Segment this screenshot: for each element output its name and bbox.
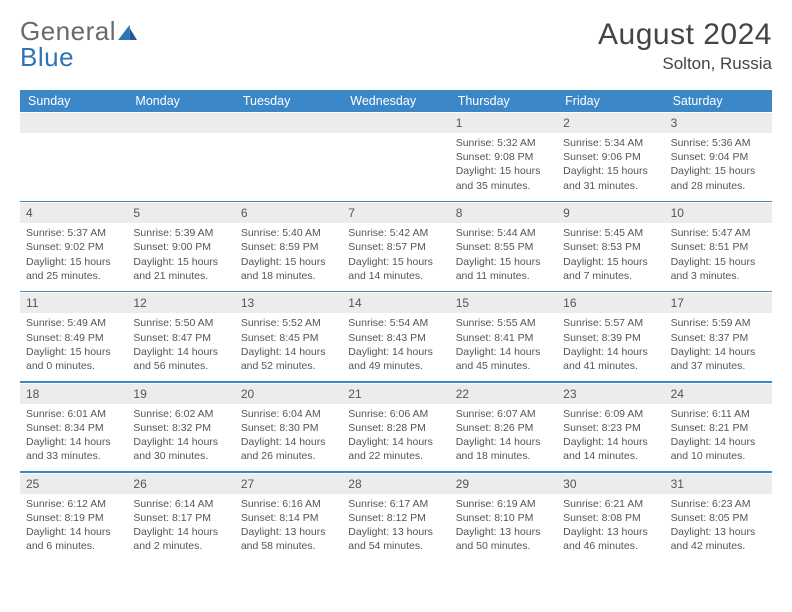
day-number [342,112,449,133]
day-cell: Sunrise: 5:39 AMSunset: 9:00 PMDaylight:… [127,223,234,291]
day-number: 25 [20,473,127,494]
weekday-header: Wednesday [342,90,449,112]
weekday-header: Thursday [450,90,557,112]
day-number: 13 [235,292,342,313]
day-number: 29 [450,473,557,494]
day-cell [20,133,127,201]
day-number: 23 [557,383,664,404]
logo-triangle-icon [118,18,138,44]
day-cell: Sunrise: 5:44 AMSunset: 8:55 PMDaylight:… [450,223,557,291]
day-cell [235,133,342,201]
day-cell: Sunrise: 5:47 AMSunset: 8:51 PMDaylight:… [665,223,772,291]
day-number: 8 [450,202,557,223]
logo-general-text: General [20,18,116,44]
day-cell: Sunrise: 6:19 AMSunset: 8:10 PMDaylight:… [450,494,557,562]
day-cell: Sunrise: 6:23 AMSunset: 8:05 PMDaylight:… [665,494,772,562]
day-cell: Sunrise: 6:16 AMSunset: 8:14 PMDaylight:… [235,494,342,562]
day-cell: Sunrise: 5:37 AMSunset: 9:02 PMDaylight:… [20,223,127,291]
weekday-header: Monday [127,90,234,112]
day-cell: Sunrise: 6:12 AMSunset: 8:19 PMDaylight:… [20,494,127,562]
day-number: 22 [450,383,557,404]
day-number: 7 [342,202,449,223]
day-cell: Sunrise: 5:40 AMSunset: 8:59 PMDaylight:… [235,223,342,291]
day-number: 26 [127,473,234,494]
day-cell: Sunrise: 5:49 AMSunset: 8:49 PMDaylight:… [20,313,127,381]
day-cell: Sunrise: 5:36 AMSunset: 9:04 PMDaylight:… [665,133,772,201]
logo: GeneralBlue [20,18,139,70]
day-cell: Sunrise: 5:55 AMSunset: 8:41 PMDaylight:… [450,313,557,381]
weekday-header: Sunday [20,90,127,112]
day-number: 18 [20,383,127,404]
day-cell: Sunrise: 6:09 AMSunset: 8:23 PMDaylight:… [557,404,664,472]
day-number: 1 [450,112,557,133]
weekday-header: Saturday [665,90,772,112]
day-number: 24 [665,383,772,404]
day-cell: Sunrise: 5:50 AMSunset: 8:47 PMDaylight:… [127,313,234,381]
day-cell [342,133,449,201]
day-cell: Sunrise: 6:06 AMSunset: 8:28 PMDaylight:… [342,404,449,472]
calendar-grid: SundayMondayTuesdayWednesdayThursdayFrid… [20,90,772,561]
day-cell: Sunrise: 5:42 AMSunset: 8:57 PMDaylight:… [342,223,449,291]
day-cell: Sunrise: 6:11 AMSunset: 8:21 PMDaylight:… [665,404,772,472]
day-cell: Sunrise: 6:14 AMSunset: 8:17 PMDaylight:… [127,494,234,562]
day-number: 9 [557,202,664,223]
day-number: 20 [235,383,342,404]
day-number [235,112,342,133]
month-title: August 2024 [598,18,772,52]
logo-blue-text: Blue [20,42,74,72]
day-cell: Sunrise: 6:02 AMSunset: 8:32 PMDaylight:… [127,404,234,472]
day-number: 27 [235,473,342,494]
day-cell: Sunrise: 5:34 AMSunset: 9:06 PMDaylight:… [557,133,664,201]
day-number: 11 [20,292,127,313]
day-number: 6 [235,202,342,223]
day-number: 14 [342,292,449,313]
weekday-header: Friday [557,90,664,112]
day-number: 2 [557,112,664,133]
day-number: 12 [127,292,234,313]
day-cell: Sunrise: 5:59 AMSunset: 8:37 PMDaylight:… [665,313,772,381]
day-cell: Sunrise: 6:21 AMSunset: 8:08 PMDaylight:… [557,494,664,562]
day-number: 4 [20,202,127,223]
day-number: 10 [665,202,772,223]
day-number: 15 [450,292,557,313]
day-number: 31 [665,473,772,494]
day-cell: Sunrise: 5:45 AMSunset: 8:53 PMDaylight:… [557,223,664,291]
day-number: 19 [127,383,234,404]
day-number: 21 [342,383,449,404]
day-number: 28 [342,473,449,494]
day-number: 30 [557,473,664,494]
day-cell: Sunrise: 5:54 AMSunset: 8:43 PMDaylight:… [342,313,449,381]
day-cell: Sunrise: 5:32 AMSunset: 9:08 PMDaylight:… [450,133,557,201]
day-cell: Sunrise: 5:57 AMSunset: 8:39 PMDaylight:… [557,313,664,381]
day-number: 16 [557,292,664,313]
day-cell: Sunrise: 6:17 AMSunset: 8:12 PMDaylight:… [342,494,449,562]
day-number [127,112,234,133]
day-number: 17 [665,292,772,313]
weekday-header: Tuesday [235,90,342,112]
title-block: August 2024 Solton, Russia [598,18,772,74]
day-cell: Sunrise: 5:52 AMSunset: 8:45 PMDaylight:… [235,313,342,381]
day-number: 5 [127,202,234,223]
location: Solton, Russia [598,54,772,74]
day-number [20,112,127,133]
day-cell [127,133,234,201]
day-cell: Sunrise: 6:07 AMSunset: 8:26 PMDaylight:… [450,404,557,472]
day-number: 3 [665,112,772,133]
day-cell: Sunrise: 6:01 AMSunset: 8:34 PMDaylight:… [20,404,127,472]
day-cell: Sunrise: 6:04 AMSunset: 8:30 PMDaylight:… [235,404,342,472]
